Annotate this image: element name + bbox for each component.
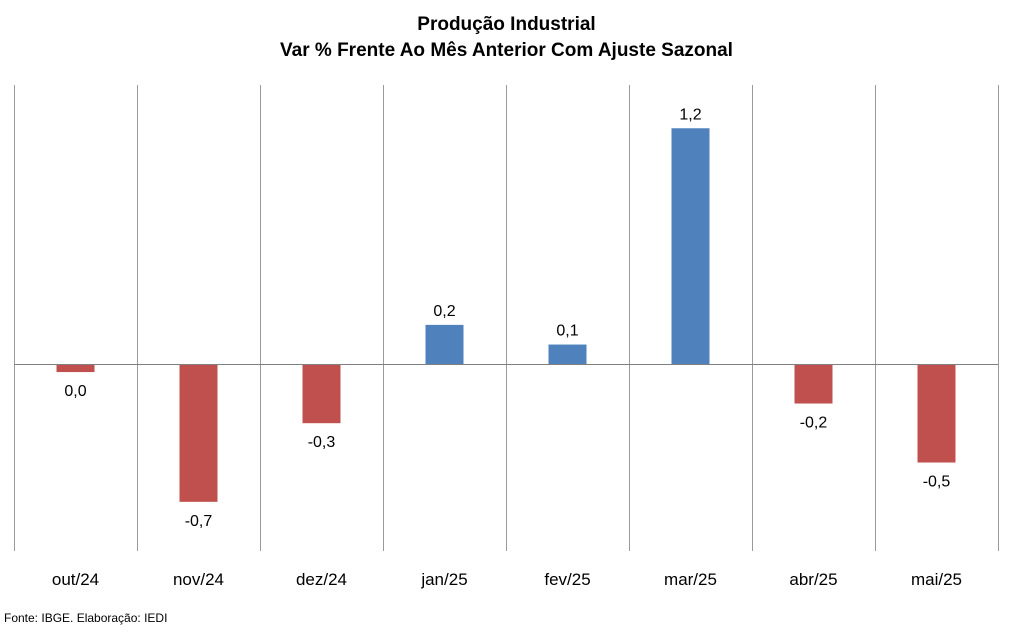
data-label: 0,0 <box>64 383 86 400</box>
category-label: mar/25 <box>664 570 717 589</box>
category-label: mai/25 <box>911 570 962 589</box>
category-label: nov/24 <box>173 570 224 589</box>
bar <box>425 324 464 365</box>
bar <box>302 364 341 424</box>
subtitle-line: Var % Frente Ao Mês Anterior Com Ajuste … <box>280 40 733 61</box>
title-line: Produção Industrial <box>417 14 596 35</box>
data-label: 0,2 <box>433 303 455 320</box>
data-label: -0,5 <box>923 474 951 491</box>
data-label: -0,7 <box>185 513 213 530</box>
category-label: abr/25 <box>789 570 837 589</box>
category-label: fev/25 <box>544 570 590 589</box>
data-label: 0,1 <box>556 323 578 340</box>
source-note: Fonte: IBGE. Elaboração: IEDI <box>4 611 168 625</box>
data-label: -0,3 <box>308 434 336 451</box>
data-label: -0,2 <box>800 415 828 432</box>
category-label: dez/24 <box>296 570 347 589</box>
bar <box>56 364 95 373</box>
bar <box>917 364 956 463</box>
bar <box>671 128 710 365</box>
category-label: jan/25 <box>420 570 467 589</box>
bar <box>179 364 218 502</box>
bar <box>794 364 833 404</box>
chart-title: Produção Industrial Var % Frente Ao Mês … <box>0 12 1013 64</box>
category-label: out/24 <box>52 570 99 589</box>
data-label: 1,2 <box>679 106 701 123</box>
bar <box>548 344 587 365</box>
